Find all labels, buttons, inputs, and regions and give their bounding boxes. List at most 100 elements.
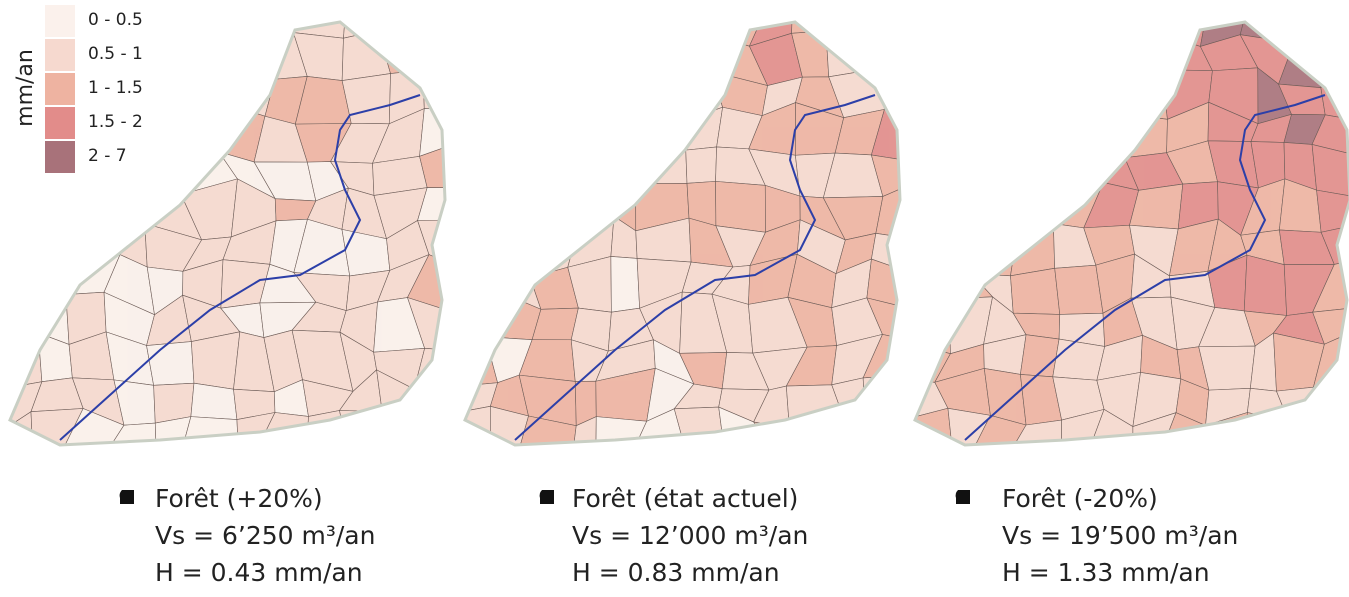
map-cell xyxy=(611,256,640,312)
map-cell xyxy=(1059,74,1084,119)
map-cell xyxy=(193,70,238,108)
map-cell xyxy=(486,103,537,151)
map-cell xyxy=(143,146,187,200)
map xyxy=(447,0,922,467)
map-cell xyxy=(644,0,678,41)
legend: mm/an 0 - 0.50.5 - 11 - 1.51.5 - 22 - 7 xyxy=(13,5,143,173)
map-cell xyxy=(535,67,572,119)
map-cell xyxy=(191,383,237,419)
map-cell xyxy=(940,68,984,123)
legend-swatch xyxy=(45,141,75,173)
map-cell xyxy=(4,266,40,313)
map-cell xyxy=(895,0,952,47)
caption-height: H = 1.33 mm/an xyxy=(1002,558,1210,587)
map-cell xyxy=(188,33,238,75)
map-cell xyxy=(832,378,865,420)
map-cell xyxy=(144,33,193,77)
map-cell xyxy=(1317,190,1349,232)
legend-swatch xyxy=(45,39,75,71)
map-cell xyxy=(644,35,694,71)
legend-title: mm/an xyxy=(13,49,38,127)
map-cell xyxy=(1276,387,1325,421)
map-cells xyxy=(893,0,1349,467)
map-cell xyxy=(969,69,1023,119)
map-cell xyxy=(970,160,1027,200)
map-cell xyxy=(457,83,493,125)
map-cell xyxy=(1018,38,1060,87)
map-cell xyxy=(932,157,986,200)
map-cell xyxy=(0,140,41,196)
map-cell xyxy=(792,2,837,33)
legend-swatch xyxy=(45,107,75,139)
map-cell xyxy=(716,181,766,232)
map-cell xyxy=(530,114,572,153)
map-cell xyxy=(932,187,992,232)
map-cell xyxy=(144,104,202,162)
map-cell xyxy=(686,147,717,183)
map-cell xyxy=(529,150,559,193)
map-cell xyxy=(1010,268,1059,314)
map-cell xyxy=(943,228,992,274)
map-cell xyxy=(896,228,950,272)
map-cell xyxy=(1024,0,1067,43)
map-cell xyxy=(1018,191,1068,228)
map-cell xyxy=(1244,412,1288,454)
map-cell xyxy=(611,103,650,160)
map-cell xyxy=(1141,0,1164,43)
caption-volume: Vs = 19’500 m³/an xyxy=(1002,521,1238,550)
map-cell xyxy=(451,41,502,85)
legend-label: 2 - 7 xyxy=(88,146,127,166)
map-cell xyxy=(572,78,617,119)
map-cell xyxy=(486,146,530,194)
map-cell xyxy=(414,422,467,461)
map-cell xyxy=(940,119,987,160)
maps xyxy=(0,0,1349,467)
bullet xyxy=(540,490,554,504)
map-cell xyxy=(1275,0,1329,43)
map-cell xyxy=(1325,413,1349,467)
bullet xyxy=(120,490,134,504)
map-cell xyxy=(409,0,466,34)
map-cell xyxy=(567,0,607,29)
map-cell xyxy=(238,39,275,79)
caption-title: Forêt (+20%) xyxy=(155,484,323,513)
map-cell xyxy=(558,154,614,199)
map-cell xyxy=(0,295,38,352)
map-cell xyxy=(1018,79,1066,119)
map-cell xyxy=(1162,0,1208,46)
map-cell xyxy=(454,146,504,198)
map-cell xyxy=(447,217,505,264)
map-cell xyxy=(596,147,636,198)
map-cell xyxy=(1020,335,1059,377)
map-cell xyxy=(871,0,913,40)
map-cell xyxy=(293,0,346,38)
map-cell xyxy=(423,27,458,72)
legend-swatch xyxy=(45,5,75,37)
map-cell xyxy=(941,34,986,69)
map-cell xyxy=(144,70,202,108)
map-cell xyxy=(144,1,195,33)
map-cell xyxy=(188,0,238,39)
map xyxy=(893,0,1349,467)
map-cell xyxy=(567,27,617,81)
map-cell xyxy=(901,112,954,157)
map-cell xyxy=(34,224,82,266)
map-cell xyxy=(949,0,986,44)
caption-volume: Vs = 12’000 m³/an xyxy=(572,521,808,550)
map-cell xyxy=(378,0,428,30)
map-cell xyxy=(1059,30,1097,79)
map-cell xyxy=(528,29,572,82)
captions: Forêt (+20%)Vs = 6’250 m³/anH = 0.43 mm/… xyxy=(120,484,1239,587)
map-cell xyxy=(1060,0,1097,43)
map-cell xyxy=(448,0,502,41)
map-cell xyxy=(901,156,954,187)
map-cell xyxy=(1083,74,1126,114)
map-cell xyxy=(558,103,614,160)
map-cell xyxy=(1053,339,1105,380)
map-cell xyxy=(236,0,272,47)
map-cell xyxy=(832,416,866,452)
map-cell xyxy=(970,191,1027,232)
map-cell xyxy=(0,0,48,48)
map-cell xyxy=(498,227,530,277)
caption-height: H = 0.43 mm/an xyxy=(155,558,363,587)
